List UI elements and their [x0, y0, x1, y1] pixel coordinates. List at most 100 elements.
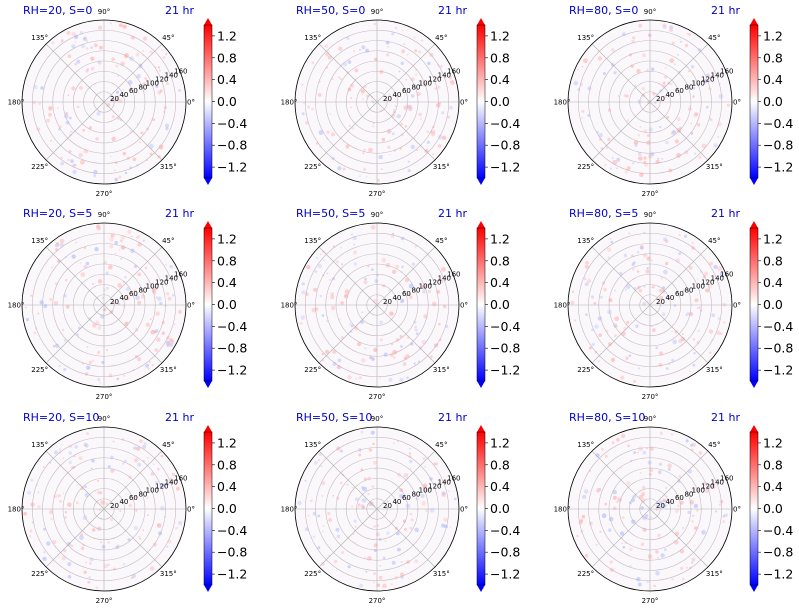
angular-gridline [649, 508, 709, 568]
colorbar-tick-label: 1.2 [217, 435, 237, 450]
field-speckle [623, 253, 627, 258]
field-speckle [390, 583, 393, 586]
field-speckle [423, 487, 428, 492]
field-speckle [577, 68, 579, 71]
field-speckle [719, 504, 721, 506]
field-speckle [55, 242, 60, 246]
field-speckle [570, 300, 575, 305]
colorbar-tick-label: 0.8 [763, 457, 783, 472]
field-speckle [304, 479, 307, 482]
r-tick-label: 160 [720, 475, 733, 483]
field-speckle [160, 49, 164, 52]
colorbar-tick-label: −1.2 [490, 363, 520, 378]
field-speckle [620, 272, 623, 275]
field-speckle [406, 53, 409, 56]
field-speckle [646, 267, 649, 270]
theta-tick-label: 270° [369, 597, 386, 605]
field-speckle [72, 163, 76, 167]
theta-tick-label: 90° [644, 211, 656, 219]
field-speckle [157, 296, 162, 301]
field-speckle [326, 130, 330, 134]
field-speckle [148, 361, 151, 364]
field-speckle [37, 312, 40, 315]
field-speckle [413, 320, 417, 324]
colorbar-tick-label: 0.0 [763, 94, 783, 109]
field-speckle [335, 260, 339, 264]
field-speckle [368, 448, 373, 452]
polar-frame [21, 222, 187, 388]
field-speckle [345, 144, 350, 149]
theta-tick-label: 90° [371, 415, 383, 423]
field-speckle [338, 76, 340, 79]
field-speckle [26, 490, 32, 495]
field-speckle [415, 332, 419, 336]
field-speckle [169, 477, 173, 480]
field-speckle [691, 241, 694, 245]
field-speckle [98, 25, 103, 30]
field-speckle [663, 548, 667, 552]
angular-gridline [376, 304, 436, 364]
field-speckle [581, 109, 585, 113]
field-speckle [78, 456, 83, 461]
field-speckle [405, 353, 410, 358]
field-speckle [150, 472, 155, 476]
field-speckle [681, 333, 684, 336]
field-speckle [612, 506, 617, 511]
field-speckle [162, 56, 166, 60]
time-label: 21 hr [438, 411, 467, 424]
field-speckle [133, 289, 137, 293]
field-speckle [66, 305, 70, 309]
field-speckle [439, 338, 442, 342]
field-speckle [652, 328, 656, 332]
field-speckle [121, 24, 124, 28]
field-speckle [622, 545, 626, 549]
colorbar-extend-min [477, 585, 485, 592]
field-speckle [57, 107, 59, 110]
field-speckle [664, 75, 668, 79]
field-speckle [400, 299, 405, 303]
field-speckle [106, 103, 111, 108]
field-speckle [626, 119, 630, 122]
field-speckle [155, 481, 158, 484]
r-tick-label: 100 [419, 282, 432, 290]
r-tick-label: 20 [383, 298, 392, 306]
field-speckle [407, 160, 410, 163]
field-speckle [363, 280, 368, 285]
r-tick-label: 20 [383, 95, 392, 103]
field-speckle [98, 508, 101, 511]
field-speckle [425, 509, 429, 512]
field-speckle [171, 472, 175, 476]
field-speckle [353, 262, 357, 266]
field-speckle [440, 65, 443, 68]
field-speckle [686, 566, 688, 569]
field-speckle [109, 155, 112, 158]
field-speckle [688, 33, 691, 36]
field-speckle [584, 553, 589, 558]
field-speckle [360, 89, 365, 94]
field-speckle [95, 320, 100, 325]
field-speckle [166, 82, 169, 85]
field-speckle [628, 354, 632, 357]
field-speckle [408, 452, 412, 455]
field-speckle [717, 266, 722, 271]
angular-gridline [376, 101, 436, 161]
colorbar: 1.2 0.8 0.4 0.0 −0.4 −0.8 −1.2 [476, 425, 520, 592]
field-speckle [712, 80, 715, 83]
colorbar-tick-label: −0.4 [763, 523, 793, 538]
r-tick-label: 140 [711, 479, 724, 487]
field-speckle [317, 264, 323, 269]
angular-gridline [103, 304, 163, 364]
field-speckle [328, 518, 332, 522]
field-speckle [118, 23, 123, 27]
field-speckle [165, 126, 169, 131]
field-speckle [409, 467, 412, 470]
field-speckle [123, 374, 126, 377]
field-speckle [307, 514, 310, 517]
field-speckle [109, 237, 114, 242]
field-speckle [625, 284, 631, 289]
theta-tick-label: 45° [435, 237, 447, 245]
field-speckle [321, 314, 325, 317]
field-speckle [136, 73, 141, 79]
field-speckle [319, 253, 322, 256]
time-label: 21 hr [711, 4, 740, 17]
